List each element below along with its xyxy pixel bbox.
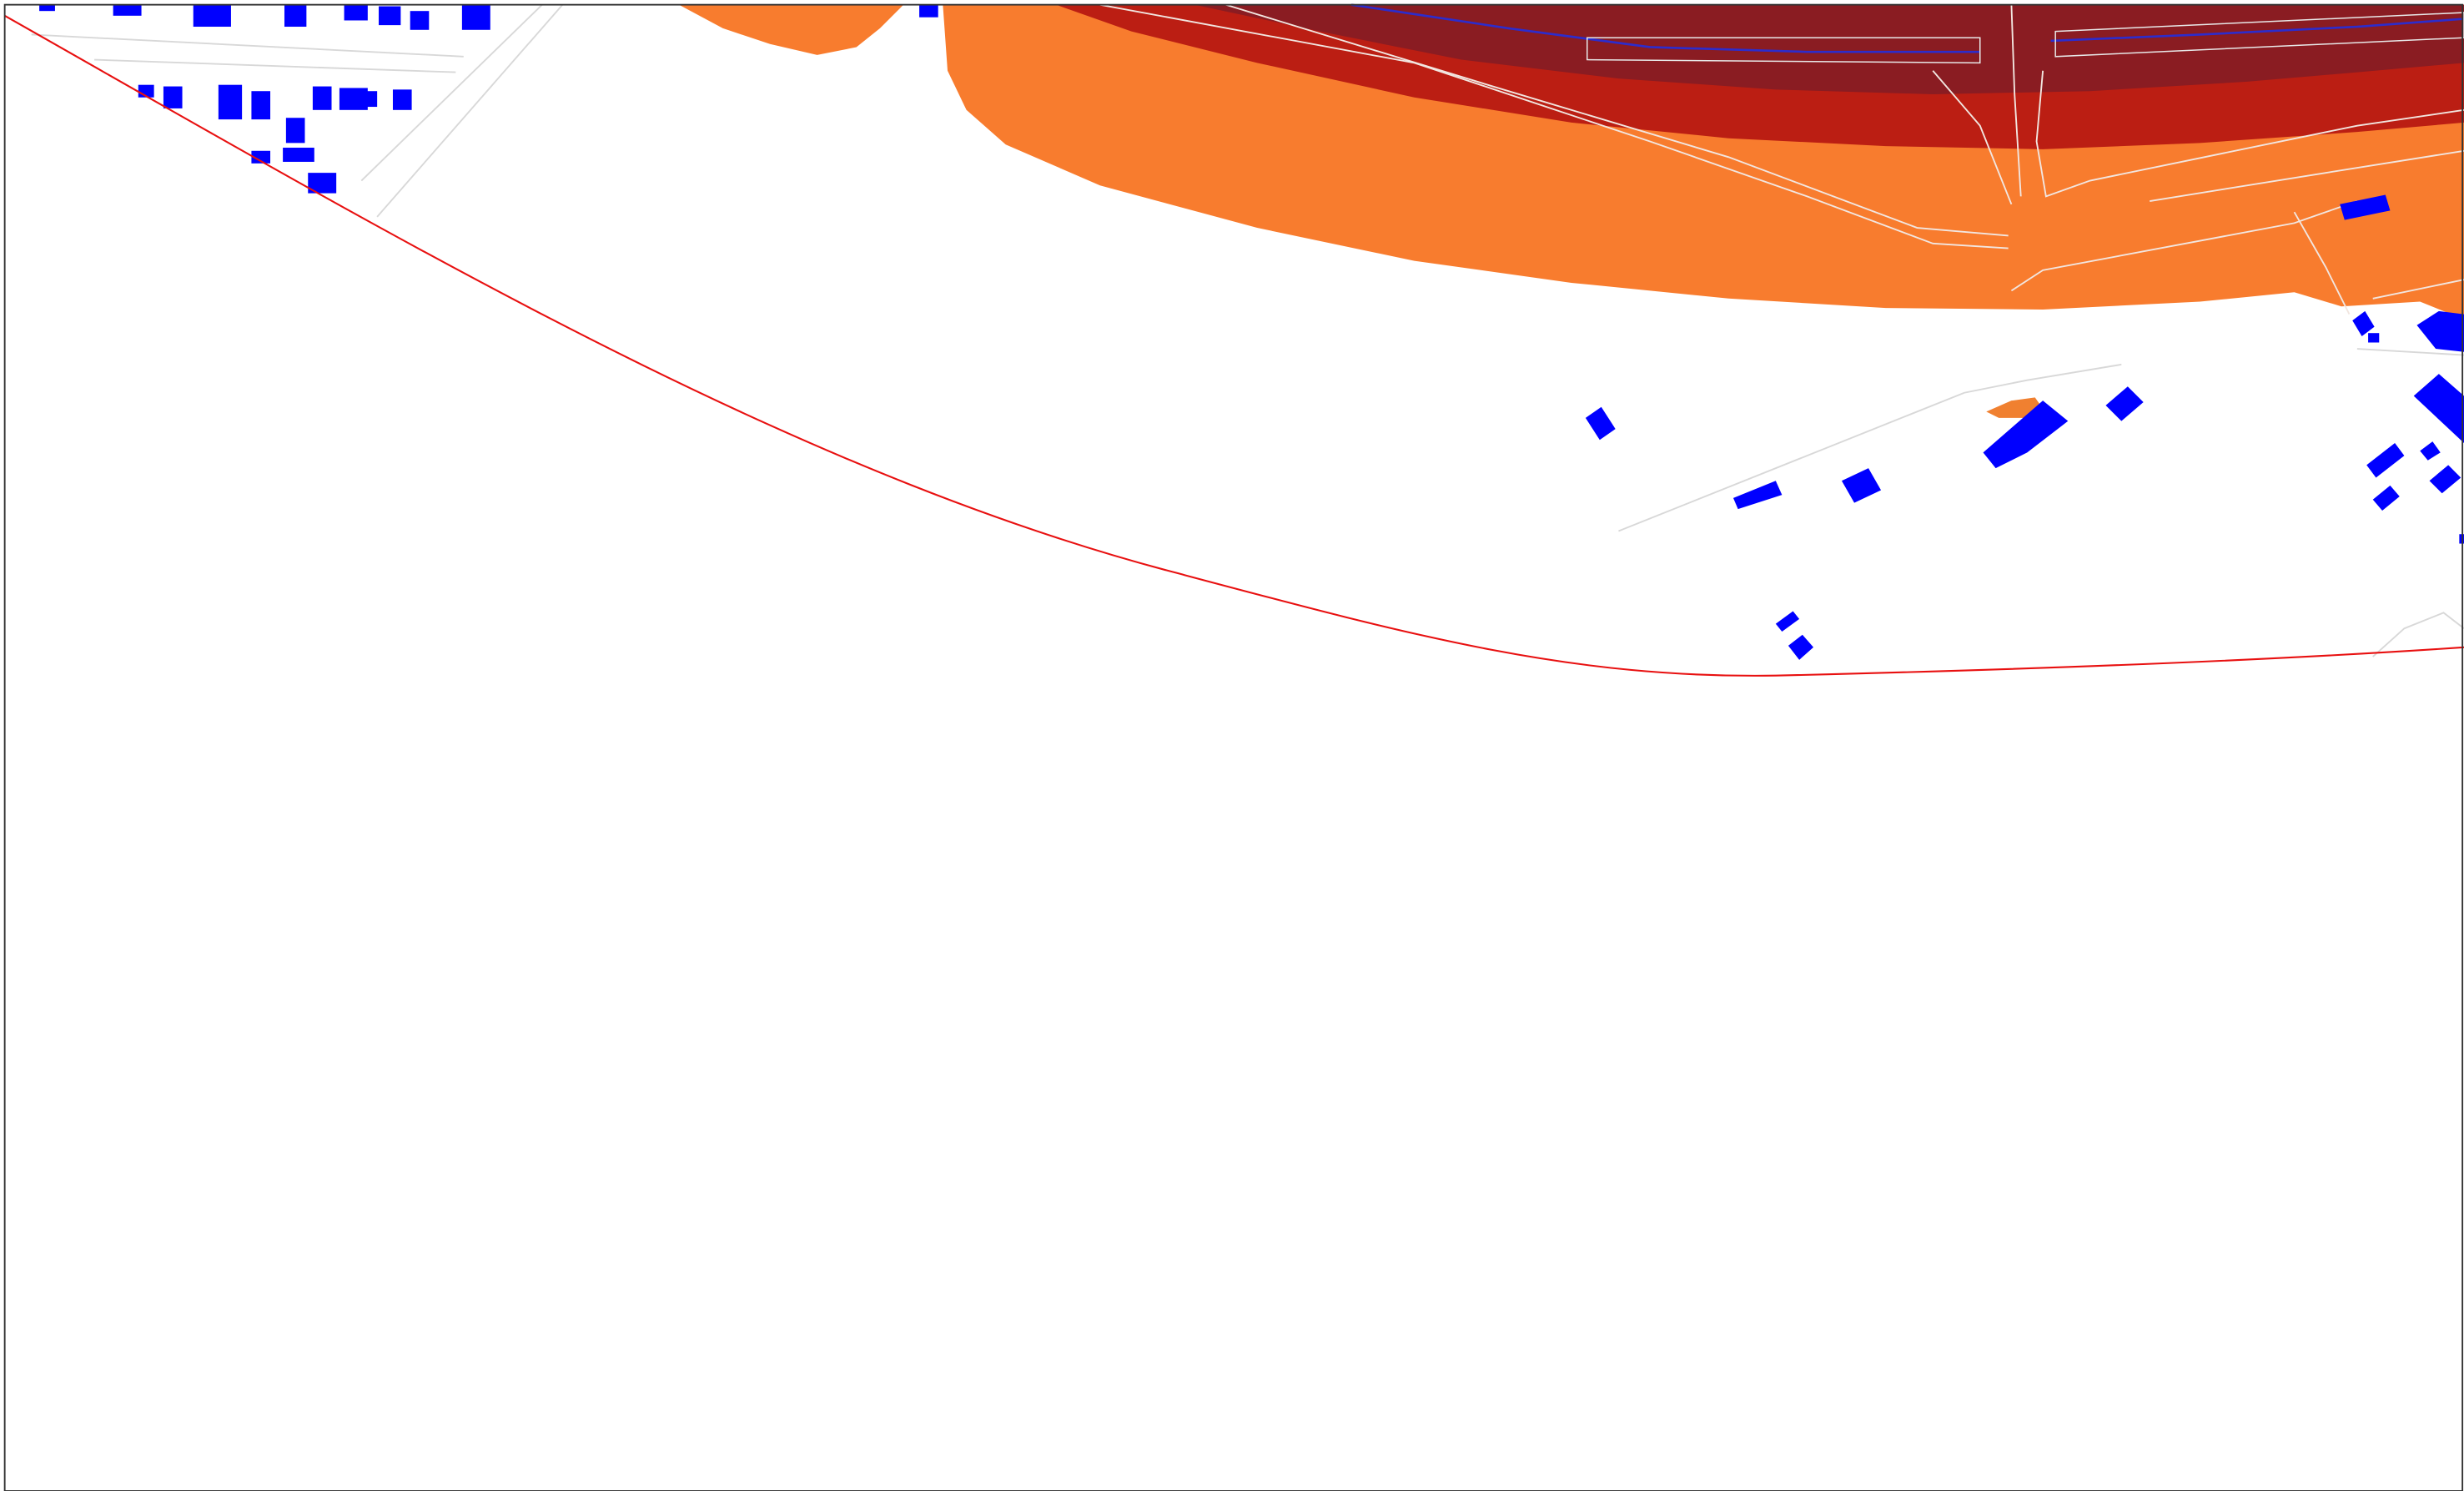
road-line [2150, 149, 2464, 202]
road-line [1225, 3, 2009, 237]
rail-track-line [1350, 3, 1980, 53]
road-line [31, 33, 464, 58]
building [2366, 443, 2405, 478]
building [284, 4, 307, 28]
road-line [1099, 3, 2009, 249]
building [312, 86, 332, 110]
building [1841, 468, 1882, 503]
building [283, 148, 314, 162]
rail-platform-outline [2054, 12, 2464, 58]
building [2413, 374, 2464, 444]
rail-track-line [2050, 18, 2464, 43]
road-line [2010, 4, 2022, 197]
building [2420, 441, 2441, 461]
rail-platform-outline [1587, 37, 1981, 64]
building [339, 88, 368, 110]
road-line [1932, 70, 2013, 205]
road-line [2372, 612, 2464, 657]
road-line [2372, 279, 2464, 300]
building [2416, 310, 2464, 352]
building [2372, 485, 2400, 511]
road-line [2356, 348, 2464, 356]
building [2105, 386, 2144, 421]
building [113, 4, 142, 16]
building [2352, 310, 2375, 336]
building [365, 91, 378, 108]
rail-corridor [1350, 3, 2464, 64]
building [39, 4, 55, 12]
road-line [2035, 70, 2464, 198]
noise-zone-lowest [1986, 397, 2044, 418]
building [218, 84, 243, 120]
building [1732, 481, 1783, 510]
road-line [360, 3, 543, 182]
map-frame-border [3, 3, 2464, 1491]
building [251, 91, 271, 120]
building [919, 4, 938, 18]
building [2368, 333, 2380, 343]
building [193, 4, 231, 28]
road-lines [1099, 3, 2464, 315]
building [392, 89, 412, 110]
road-line [2293, 211, 2351, 315]
building [461, 4, 490, 30]
building [1775, 611, 1800, 632]
road-lines [31, 3, 2464, 657]
building [2340, 194, 2391, 220]
building [344, 4, 368, 21]
building [1983, 400, 2069, 469]
building [2429, 465, 2461, 494]
building [285, 118, 305, 144]
building-footprints [39, 4, 2464, 660]
building [1788, 634, 1814, 660]
building [379, 6, 401, 26]
road-line [1618, 363, 2122, 532]
building [163, 86, 183, 108]
road-line [94, 58, 456, 73]
building [251, 150, 271, 164]
study-boundary-line [4, 14, 2464, 677]
building [410, 11, 430, 30]
road-line [2010, 200, 2358, 292]
road-line [376, 4, 564, 218]
building [1585, 406, 1616, 441]
noise-zone-lowest [678, 4, 904, 55]
